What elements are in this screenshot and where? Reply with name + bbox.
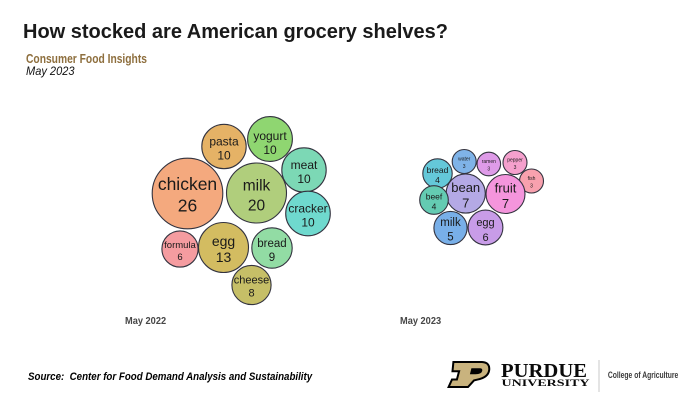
svg-text:bean: bean bbox=[451, 180, 480, 195]
svg-text:egg: egg bbox=[212, 233, 235, 249]
svg-text:yogurt: yogurt bbox=[253, 129, 287, 143]
svg-text:cheese: cheese bbox=[234, 275, 269, 287]
svg-text:pepper: pepper bbox=[507, 158, 523, 164]
svg-text:water: water bbox=[458, 157, 471, 163]
svg-text:4: 4 bbox=[435, 175, 440, 185]
svg-text:milk: milk bbox=[243, 178, 271, 195]
svg-text:10: 10 bbox=[217, 149, 231, 163]
svg-text:6: 6 bbox=[177, 252, 182, 263]
svg-text:13: 13 bbox=[216, 249, 232, 265]
svg-text:College of Agriculture: College of Agriculture bbox=[608, 370, 678, 380]
svg-text:milk: milk bbox=[440, 217, 461, 229]
svg-text:chicken: chicken bbox=[158, 174, 217, 194]
svg-text:5: 5 bbox=[447, 232, 453, 244]
svg-text:bread: bread bbox=[427, 165, 449, 175]
svg-text:meat: meat bbox=[291, 158, 318, 172]
svg-text:3: 3 bbox=[514, 165, 517, 171]
svg-text:ramen: ramen bbox=[482, 159, 496, 165]
svg-text:cracker: cracker bbox=[288, 202, 327, 216]
svg-text:10: 10 bbox=[263, 143, 277, 157]
svg-text:fruit: fruit bbox=[495, 181, 517, 196]
svg-text:8: 8 bbox=[248, 288, 254, 300]
svg-text:fish: fish bbox=[528, 176, 536, 182]
svg-text:3: 3 bbox=[530, 184, 533, 190]
svg-text:formula: formula bbox=[164, 240, 196, 251]
svg-text:10: 10 bbox=[301, 216, 315, 230]
svg-text:pasta: pasta bbox=[209, 135, 239, 149]
svg-text:10: 10 bbox=[297, 172, 311, 186]
svg-text:beef: beef bbox=[426, 192, 443, 202]
svg-text:egg: egg bbox=[476, 217, 494, 229]
svg-text:4: 4 bbox=[432, 202, 437, 212]
svg-text:20: 20 bbox=[248, 198, 266, 215]
svg-text:6: 6 bbox=[482, 232, 488, 244]
svg-text:UNIVERSITY: UNIVERSITY bbox=[502, 378, 591, 388]
svg-text:26: 26 bbox=[178, 196, 197, 216]
svg-text:3: 3 bbox=[487, 167, 490, 173]
svg-text:PURDUE: PURDUE bbox=[501, 360, 587, 382]
svg-text:3: 3 bbox=[463, 164, 466, 170]
svg-text:7: 7 bbox=[502, 196, 509, 211]
svg-text:7: 7 bbox=[462, 196, 469, 211]
svg-text:9: 9 bbox=[269, 252, 275, 264]
svg-text:bread: bread bbox=[257, 238, 286, 250]
